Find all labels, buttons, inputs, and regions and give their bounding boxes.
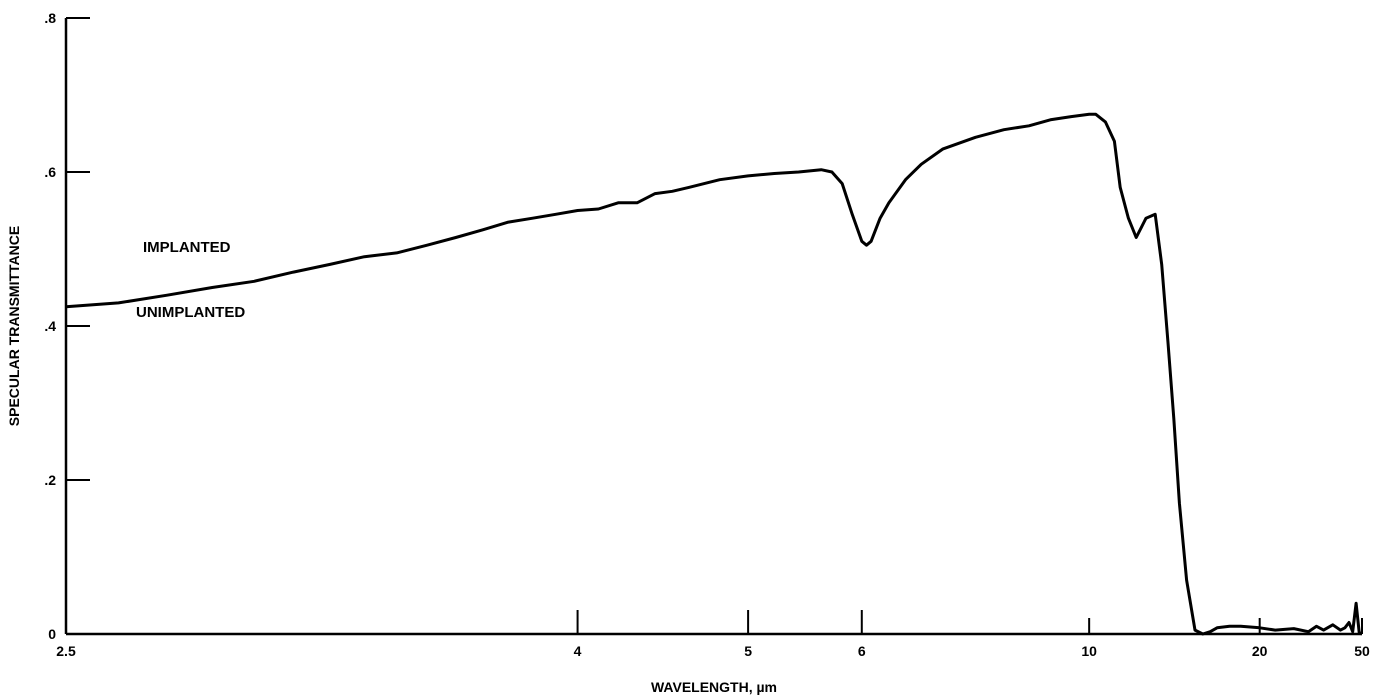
annotation-unimplanted: UNIMPLANTED (136, 304, 245, 321)
annotation-implanted: IMPLANTED (143, 239, 231, 256)
y-axis-label: SPECULAR TRANSMITTANCE (6, 226, 22, 426)
y-tick-label: .2 (44, 472, 56, 488)
x-tick-label: 4 (574, 643, 582, 659)
y-tick-label: .6 (44, 164, 56, 180)
x-tick-label: 2.5 (56, 643, 76, 659)
y-tick-label: 0 (48, 626, 56, 642)
x-tick-label: 20 (1252, 643, 1268, 659)
y-tick-label: .4 (44, 318, 56, 334)
x-tick-label: 50 (1354, 643, 1370, 659)
y-tick-label: .8 (44, 10, 56, 26)
series-line (65, 112, 1363, 636)
x-tick-label: 5 (744, 643, 752, 659)
x-tick-label: 10 (1081, 643, 1097, 659)
x-axis-label: WAVELENGTH, µm (651, 679, 777, 695)
x-tick-label: 6 (858, 643, 866, 659)
x-ticks: 2.5 4 5 6 10 20 50 (56, 610, 1370, 659)
y-ticks: 0 .2 .4 .6 .8 (44, 10, 90, 642)
